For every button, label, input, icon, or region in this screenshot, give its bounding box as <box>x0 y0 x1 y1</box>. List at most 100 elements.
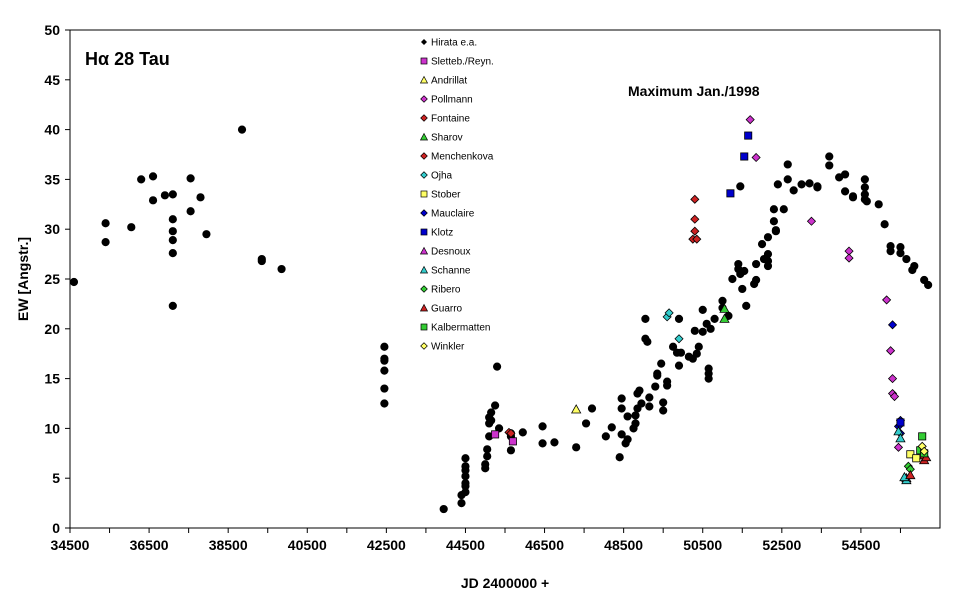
data-point <box>457 499 466 508</box>
legend-label: Kalbermatten <box>431 323 490 334</box>
data-point <box>692 234 702 244</box>
data-point <box>896 418 905 427</box>
data-point <box>779 205 788 214</box>
data-point <box>148 172 158 181</box>
y-tick-label: 5 <box>52 470 60 486</box>
data-point <box>481 460 490 469</box>
x-tick-label: 36500 <box>130 537 169 553</box>
y-tick-label: 25 <box>44 271 60 287</box>
data-point <box>659 398 668 407</box>
data-point <box>889 391 900 402</box>
data-point <box>617 394 626 403</box>
data-point <box>637 399 646 408</box>
legend-marker <box>420 209 428 217</box>
data-point <box>631 419 640 428</box>
data-point <box>860 175 869 184</box>
data-point <box>237 125 247 134</box>
x-tick-label: 48500 <box>604 537 643 553</box>
legend-label: Fontaine <box>431 114 470 125</box>
series-1 <box>491 430 517 446</box>
data-point <box>789 186 798 195</box>
data-point <box>783 175 792 184</box>
data-point <box>461 462 470 471</box>
data-point <box>805 179 814 188</box>
legend-label: Ojha <box>431 171 453 182</box>
data-point <box>886 346 896 356</box>
data-point <box>848 193 858 202</box>
legend-label: Pollmann <box>431 95 473 106</box>
data-point <box>745 115 755 125</box>
data-point <box>825 152 834 161</box>
data-point <box>924 280 933 290</box>
y-tick-label: 30 <box>44 221 60 237</box>
data-point <box>617 430 626 439</box>
data-point <box>690 194 700 204</box>
plot-area <box>69 29 941 529</box>
data-point <box>380 342 389 351</box>
data-point <box>719 313 730 323</box>
data-point <box>740 152 749 161</box>
x-tick-label: 50500 <box>683 537 722 553</box>
legend-label: Schanne <box>431 266 471 277</box>
legend-marker <box>420 171 428 179</box>
data-point <box>168 236 177 245</box>
data-point <box>698 305 707 314</box>
data-point <box>757 240 767 249</box>
data-point <box>905 469 916 480</box>
data-point <box>882 295 892 305</box>
data-point <box>902 254 911 264</box>
data-point <box>674 314 684 323</box>
data-point <box>918 432 927 441</box>
data-point <box>127 223 136 232</box>
legend-label: Sletteb./Reyn. <box>431 57 494 68</box>
data-point <box>506 446 516 455</box>
series-13 <box>903 461 915 474</box>
data-point <box>202 230 211 239</box>
data-point <box>380 366 389 375</box>
data-point <box>657 359 666 368</box>
data-point <box>69 277 79 287</box>
data-point <box>380 399 389 408</box>
legend-marker <box>419 303 429 312</box>
y-tick-label: 35 <box>44 171 60 187</box>
y-tick-label: 0 <box>52 520 60 536</box>
data-point <box>461 454 470 463</box>
legend-marker <box>419 265 429 274</box>
data-point <box>483 452 492 461</box>
data-point <box>538 422 547 431</box>
legend-label: Mauclaire <box>431 209 475 220</box>
data-point <box>740 266 749 276</box>
data-point <box>607 423 616 432</box>
legend-marker <box>420 342 428 350</box>
data-point <box>674 334 684 344</box>
data-point <box>168 301 177 310</box>
data-point <box>168 215 177 224</box>
legend-label: Sharov <box>431 133 463 144</box>
data-point <box>692 349 701 358</box>
data-point <box>738 284 747 294</box>
legend-marker <box>420 285 428 293</box>
data-point <box>487 416 496 425</box>
data-point <box>550 438 559 447</box>
data-point <box>880 220 889 229</box>
y-tick-label: 50 <box>44 22 60 38</box>
data-point <box>653 369 662 378</box>
data-point <box>623 435 632 444</box>
data-point <box>635 386 644 395</box>
data-point <box>676 348 686 357</box>
data-point <box>886 247 895 256</box>
data-point <box>773 180 782 189</box>
x-tick-label: 34500 <box>51 537 90 553</box>
data-point <box>895 433 906 443</box>
legend-marker <box>420 323 428 331</box>
data-point <box>645 402 654 411</box>
data-point <box>631 411 640 420</box>
data-point <box>710 314 719 323</box>
data-point <box>719 303 730 313</box>
data-point <box>645 393 654 402</box>
data-point <box>910 261 919 271</box>
data-point <box>615 453 624 462</box>
data-point <box>570 404 582 414</box>
data-point <box>704 364 713 373</box>
data-point <box>659 406 668 415</box>
